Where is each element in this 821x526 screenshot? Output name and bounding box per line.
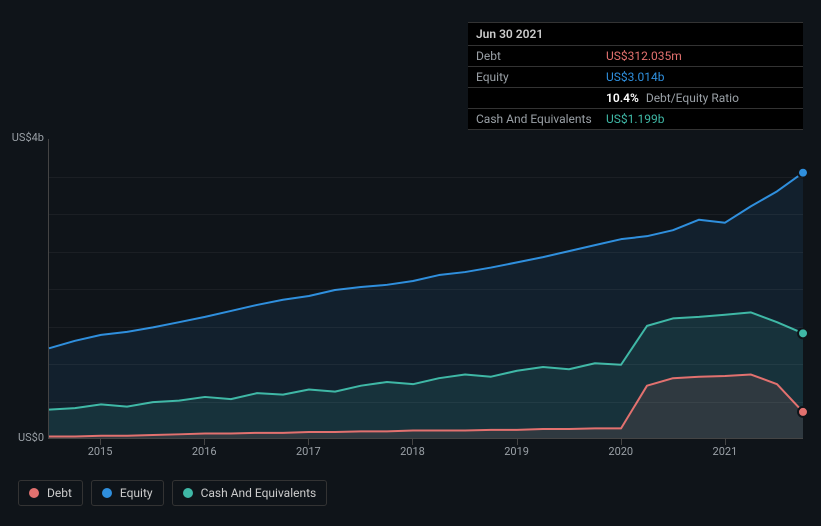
x-axis-tick (621, 439, 622, 445)
chart-container: US$4b US$0 2015201620172018201920202021 (18, 120, 803, 470)
y-axis-label-max: US$4b (4, 131, 44, 144)
x-axis-label: 2015 (88, 445, 113, 458)
gridline (49, 289, 803, 290)
x-axis-tick (517, 439, 518, 445)
x-axis-tick (204, 439, 205, 445)
tooltip-row: DebtUS$312.035m (468, 46, 803, 67)
legend-item[interactable]: Equity (91, 480, 164, 506)
tooltip-rows: DebtUS$312.035mEquityUS$3.014b10.4% Debt… (468, 46, 803, 130)
plot-area[interactable] (48, 139, 803, 439)
gridline (49, 327, 803, 328)
tooltip-row-label: Equity (476, 70, 606, 84)
legend-dot-icon (102, 488, 112, 498)
tooltip-date: Jun 30 2021 (468, 23, 803, 46)
legend-label: Cash And Equivalents (201, 486, 317, 500)
x-axis-tick (725, 439, 726, 445)
tooltip-row-value: US$1.199b (606, 112, 795, 126)
tooltip-row: 10.4% Debt/Equity Ratio (468, 88, 803, 109)
series-end-dot (798, 328, 808, 338)
gridline (49, 177, 803, 178)
x-axis-label: 2020 (608, 445, 633, 458)
tooltip-row-value: US$3.014b (606, 70, 795, 84)
tooltip-row: Cash And EquivalentsUS$1.199b (468, 109, 803, 130)
x-axis-labels: 2015 2016 2017 2018 2019 2020 2021 (48, 445, 803, 465)
legend-item[interactable]: Debt (18, 480, 83, 506)
x-axis-label: 2016 (192, 445, 217, 458)
tooltip-row-value: 10.4% Debt/Equity Ratio (606, 91, 795, 105)
legend-dot-icon (29, 488, 39, 498)
tooltip-row-label (476, 91, 606, 105)
x-axis-label: 2018 (400, 445, 425, 458)
x-axis-tick (412, 439, 413, 445)
tooltip-row-label: Debt (476, 49, 606, 63)
x-axis-label: 2017 (296, 445, 321, 458)
y-axis-label-min: US$0 (4, 431, 44, 444)
tooltip-row-label: Cash And Equivalents (476, 112, 606, 126)
x-axis-label: 2019 (504, 445, 529, 458)
tooltip-row: EquityUS$3.014b (468, 67, 803, 88)
legend-dot-icon (183, 488, 193, 498)
x-axis-tick (100, 439, 101, 445)
legend-label: Equity (120, 486, 153, 500)
legend: Debt Equity Cash And Equivalents (18, 480, 327, 506)
x-axis-label: 2021 (713, 445, 738, 458)
gridline (49, 214, 803, 215)
gridline (49, 402, 803, 403)
tooltip-row-value: US$312.035m (606, 49, 795, 63)
chart-tooltip: Jun 30 2021 DebtUS$312.035mEquityUS$3.01… (468, 22, 803, 130)
gridline (49, 364, 803, 365)
legend-item[interactable]: Cash And Equivalents (172, 480, 328, 506)
legend-label: Debt (47, 486, 72, 500)
gridline (49, 252, 803, 253)
series-end-dot (798, 407, 808, 417)
x-axis-tick (308, 439, 309, 445)
